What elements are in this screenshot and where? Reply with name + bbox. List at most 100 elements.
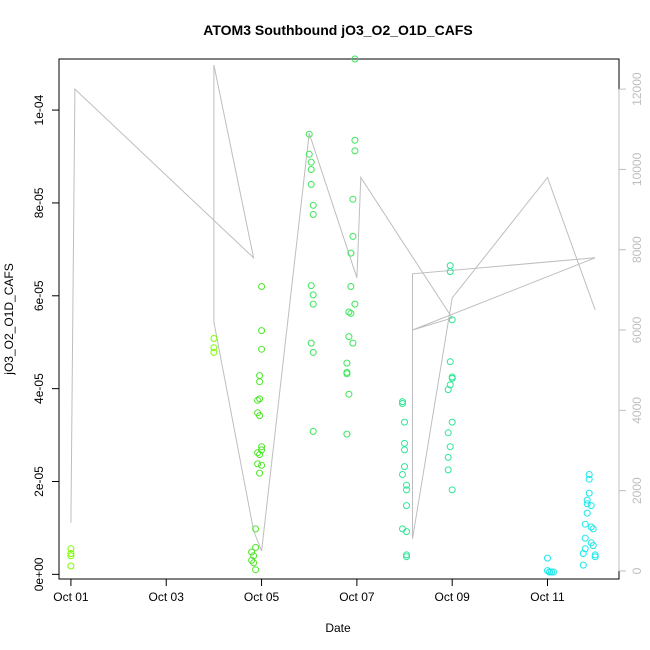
data-point [446, 443, 454, 451]
data-point [309, 201, 317, 209]
data-point [210, 344, 218, 352]
data-point [258, 461, 266, 469]
data-point [343, 359, 351, 367]
data-point [254, 396, 262, 404]
data-point [444, 429, 452, 437]
plot-box [58, 58, 620, 580]
y2-tick-label: 8000 [630, 236, 644, 263]
data-point [67, 552, 75, 560]
data-point [403, 553, 410, 561]
data-point [248, 548, 256, 556]
data-point [401, 463, 408, 471]
data-point [67, 562, 75, 570]
data-point [544, 554, 551, 562]
y2-tick-label: 6000 [630, 316, 644, 343]
data-point [583, 509, 591, 517]
data-point [585, 475, 593, 483]
y-tick-label: 6e-05 [32, 280, 46, 311]
data-point [258, 446, 266, 454]
y-tick-label: 2e-05 [32, 466, 46, 497]
data-point [587, 502, 595, 510]
data-point [401, 418, 408, 426]
y2-tick-label: 4000 [630, 397, 644, 424]
data-point [446, 358, 454, 366]
data-point [444, 466, 452, 474]
data-point [256, 372, 264, 380]
data-point [309, 427, 317, 435]
data-point [448, 418, 456, 426]
data-point [307, 282, 315, 290]
data-point [579, 561, 587, 569]
data-point [585, 471, 593, 478]
data-point [258, 283, 266, 290]
data-point [345, 308, 353, 316]
data-point [250, 559, 258, 567]
data-point [403, 502, 410, 510]
data-point [444, 386, 452, 394]
x-axis-label: Date [325, 621, 351, 635]
data-point [307, 158, 315, 166]
data-point [309, 291, 317, 299]
data-point [256, 395, 264, 403]
data-point [583, 496, 591, 504]
x-tick-label: Oct 05 [244, 590, 280, 604]
data-point [258, 327, 266, 335]
y2-tick-label: 10000 [630, 152, 644, 186]
data-point [351, 136, 359, 144]
x-tick-label: Oct 09 [435, 590, 471, 604]
data-point [254, 460, 262, 468]
y-axis-label: jO3_O2_O1D_CAFS [2, 263, 16, 375]
data-point [403, 481, 410, 489]
data-point [401, 446, 408, 454]
data-point [343, 430, 351, 438]
data-point [399, 398, 406, 406]
data-point [305, 130, 313, 138]
data-point [448, 316, 456, 324]
y2-tick-label: 0 [630, 567, 644, 574]
data-point [351, 147, 359, 155]
data-point [347, 283, 355, 290]
data-point [345, 333, 353, 341]
data-point [252, 566, 260, 574]
data-point [401, 439, 408, 447]
data-point [581, 534, 589, 542]
data-point [258, 345, 266, 353]
data-point [252, 525, 260, 533]
data-point [446, 268, 454, 276]
data-point [305, 150, 313, 158]
data-point [349, 339, 357, 347]
data-point [210, 348, 218, 356]
chart-title: ATOM3 Southbound jO3_O2_O1D_CAFS [203, 22, 472, 38]
data-point [351, 300, 359, 308]
data-point [307, 180, 315, 188]
y-tick-label: 0e+00 [32, 557, 46, 591]
data-point [585, 489, 593, 497]
data-point [252, 543, 260, 551]
data-point [349, 195, 357, 203]
data-point [345, 390, 353, 398]
data-point [403, 486, 410, 494]
data-point [448, 486, 456, 494]
data-point [256, 412, 264, 420]
data-point [446, 262, 454, 270]
data-point [581, 520, 589, 528]
axes-layer: Oct 01 Oct 03 Oct 05 Oct 07 Oct 09 Oct 11 0e+0… [32, 72, 644, 604]
x-tick-label: Oct 03 [149, 590, 185, 604]
data-point [347, 309, 355, 317]
data-point [309, 211, 317, 218]
data-point [258, 443, 266, 451]
data-point [309, 348, 317, 356]
y2-tick-label: 2000 [630, 477, 644, 504]
data-point [581, 545, 589, 553]
data-point [587, 523, 595, 531]
data-point [351, 55, 359, 63]
data-point [446, 381, 454, 389]
data-point [579, 550, 587, 557]
data-point [256, 378, 264, 386]
y2-tick-label: 12000 [630, 72, 644, 106]
data-point [583, 500, 591, 508]
data-point [546, 568, 553, 576]
x-tick-label: Oct 07 [339, 590, 375, 604]
data-point [210, 335, 218, 342]
